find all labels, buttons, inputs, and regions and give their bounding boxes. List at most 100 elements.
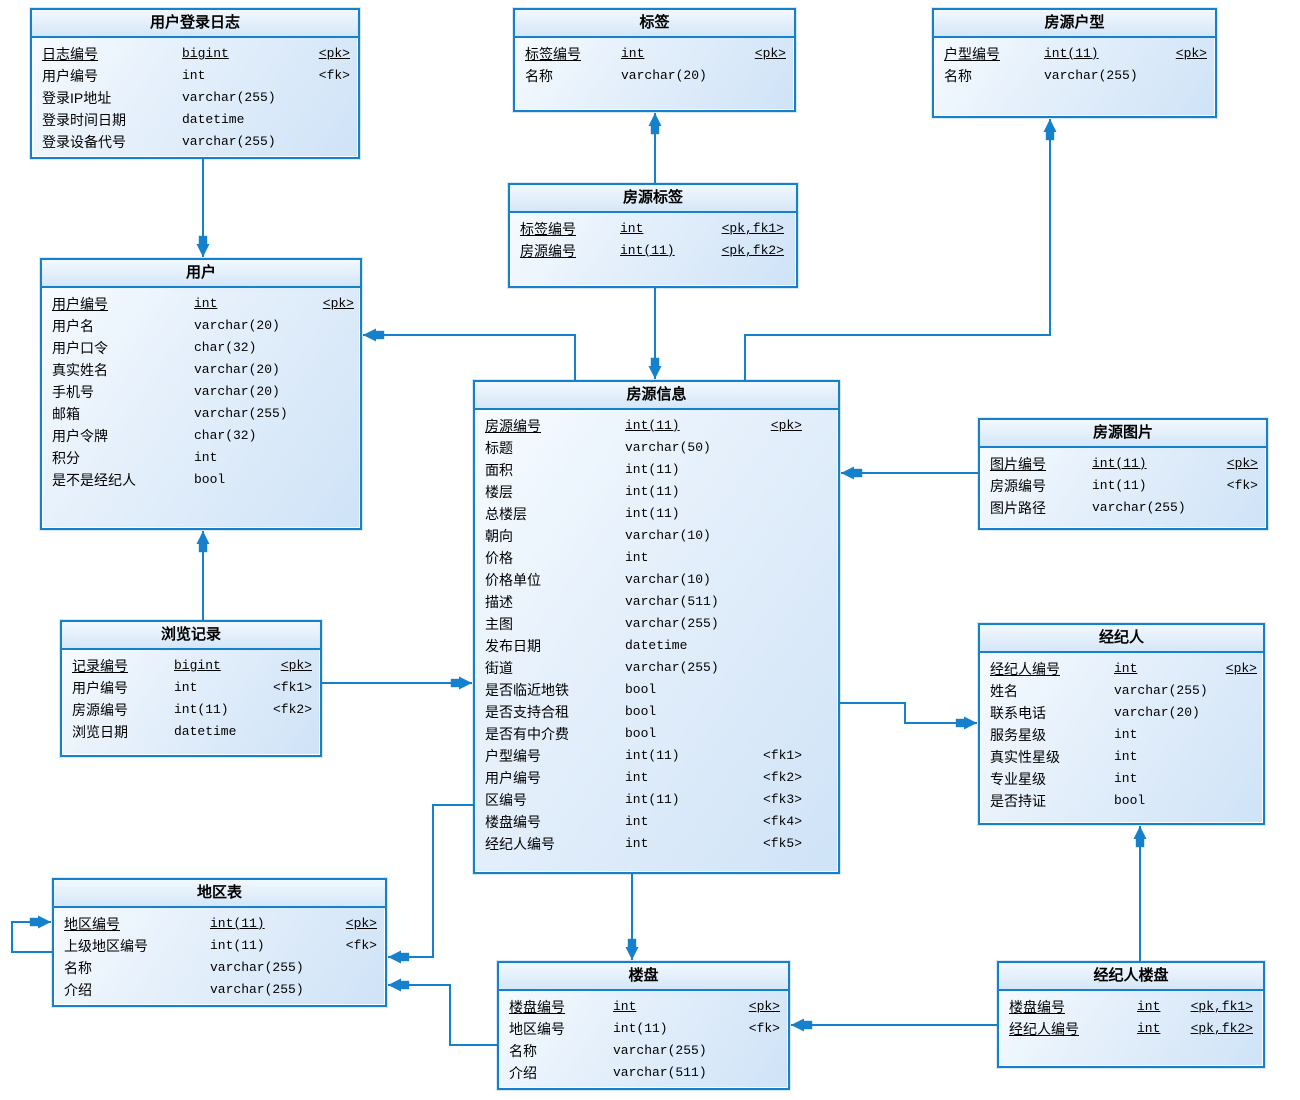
field-name: 经纪人编号 [485,836,555,852]
table-title-house_type: 房源户型 [934,10,1215,38]
field-name: 积分 [52,450,80,466]
field-row: 地区编号 int(11) <pk> [64,913,385,935]
field-row: 名称 varchar(255) [944,65,1215,87]
field-key: <pk> [1225,661,1257,676]
field-name: 用户编号 [485,770,541,786]
field-name: 标题 [485,440,513,456]
field-name: 房源编号 [72,702,128,718]
table-user[interactable]: 用户 用户编号 int <pk> 用户名 varchar(20) 用户口令 char(32) 真… [40,258,362,530]
table-house_image[interactable]: 房源图片 图片编号 int(11) <pk> 房源编号 int(11) <fk> 图片路径 va… [978,418,1268,530]
field-row: 是不是经纪人 bool [52,469,360,491]
field-key [1257,768,1263,790]
relation-house_info-user [363,328,576,380]
field-row: 登录IP地址 varchar(255) [42,87,358,109]
table-house_tag[interactable]: 房源标签标签编号 int <pk,fk1> 房源编号 int(11) <pk,fk2> [508,183,798,288]
field-type: varchar(255) [210,982,304,997]
field-name: 区编号 [485,792,527,808]
field-key [802,525,838,547]
table-browse_record[interactable]: 浏览记录 记录编号 bigint <pk> 用户编号 int <fk1> 房源编号 int(11… [60,620,322,757]
field-row: 姓名 varchar(255) [990,680,1263,702]
field-type: varchar(511) [613,1065,707,1080]
field-name: 真实性星级 [990,749,1060,765]
field-type: char(32) [194,340,257,355]
field-name: 手机号 [52,384,94,400]
field-name: 上级地区编号 [64,938,148,954]
field-key [802,547,838,569]
field-type: varchar(255) [1114,683,1208,698]
field-row: 户型编号 int(11) <fk1> [485,745,838,767]
relation-house_tag-house_info [648,288,662,379]
table-user_login_log[interactable]: 用户登录日志 日志编号 bigint <pk> 用户编号 int <fk> 登录IP地址 var… [30,8,360,159]
field-name: 登录IP地址 [42,90,112,106]
field-key [802,437,838,459]
field-key [802,459,838,481]
field-key: <fk2> [272,702,312,717]
field-name: 街道 [485,660,513,676]
field-row: 介绍 varchar(255) [64,979,385,1001]
table-agent_building[interactable]: 经纪人楼盘 楼盘编号 int <pk,fk1> 经纪人编号 int <pk,fk2> [997,961,1265,1068]
field-key: <pk,fk1> [1190,999,1253,1014]
table-house_type[interactable]: 房源户型 户型编号 int(11) <pk> 名称 varchar(255) [932,8,1217,118]
field-name: 价格 [485,550,513,566]
table-agent[interactable]: 经纪人 经纪人编号 int <pk> 姓名 varchar(255) 联系电话 varchar… [978,623,1265,825]
relation-house_info-building [625,874,639,960]
field-row: 用户编号 int <pk> [52,293,360,315]
relation-house_image-house_info [841,466,978,480]
field-name: 楼盘编号 [509,999,565,1015]
field-type: int [194,296,218,311]
field-row: 总楼层 int(11) [485,503,838,525]
field-key [354,447,360,469]
field-row: 楼盘编号 int <pk> [509,996,788,1018]
field-row: 户型编号 int(11) <pk> [944,43,1215,65]
field-name: 邮箱 [52,406,80,422]
table-title-browse_record: 浏览记录 [62,622,320,650]
field-type: bigint [174,658,221,673]
field-row: 街道 varchar(255) [485,657,838,679]
field-name: 楼盘编号 [1009,999,1065,1015]
table-title-building: 楼盘 [499,963,788,991]
field-row: 房源编号 int(11) <pk,fk2> [520,240,796,262]
table-title-house_tag: 房源标签 [510,185,796,213]
field-name: 房源编号 [990,478,1046,494]
field-key: <fk3> [762,792,802,807]
field-key: <pk> [1226,456,1258,471]
table-fields: 标签编号 int <pk> 名称 varchar(20) [515,38,794,91]
field-key: <fk1> [762,748,802,763]
field-key: <pk> [322,296,354,311]
table-tag[interactable]: 标签 标签编号 int <pk> 名称 varchar(20) [513,8,796,112]
field-key: <pk,fk2> [1190,1021,1253,1036]
relation-user_login_log-user [196,158,210,257]
field-row: 标签编号 int <pk,fk1> [520,218,796,240]
table-title-house_info: 房源信息 [475,382,838,410]
field-row: 上级地区编号 int(11) <fk> [64,935,385,957]
field-row: 是否支持合租 bool [485,701,838,723]
field-key: <pk> [770,418,802,433]
field-type: int [1137,999,1161,1014]
field-key: <pk> [318,46,350,61]
field-key: <fk5> [762,836,802,851]
relation-browse_record-user [196,531,210,620]
field-type: datetime [174,724,237,739]
field-type: int [1114,771,1138,786]
field-row: 描述 varchar(511) [485,591,838,613]
field-type: varchar(20) [621,68,707,83]
field-row: 区编号 int(11) <fk3> [485,789,838,811]
field-key [354,315,360,337]
field-type: varchar(255) [1092,500,1186,515]
field-key [802,503,838,525]
field-key [1207,65,1215,87]
field-type: int(11) [1092,478,1147,493]
field-name: 名称 [509,1043,537,1059]
table-building[interactable]: 楼盘 楼盘编号 int <pk> 地区编号 int(11) <fk> 名称 varchar(25… [497,961,790,1090]
field-name: 用户编号 [52,296,108,312]
field-key: <pk> [1175,46,1207,61]
field-row: 日志编号 bigint <pk> [42,43,358,65]
relation-house_tag-tag [648,113,662,183]
field-key [312,721,320,743]
relation-house_info-region [388,804,473,964]
table-region[interactable]: 地区表 地区编号 int(11) <pk> 上级地区编号 int(11) <fk> 名称 var… [52,878,387,1007]
table-house_info[interactable]: 房源信息 房源编号 int(11) <pk> 标题 varchar(50) 面积 int(11… [473,380,840,874]
field-name: 经纪人编号 [1009,1021,1079,1037]
field-type: varchar(511) [625,594,719,609]
field-type: int(11) [1044,46,1099,61]
